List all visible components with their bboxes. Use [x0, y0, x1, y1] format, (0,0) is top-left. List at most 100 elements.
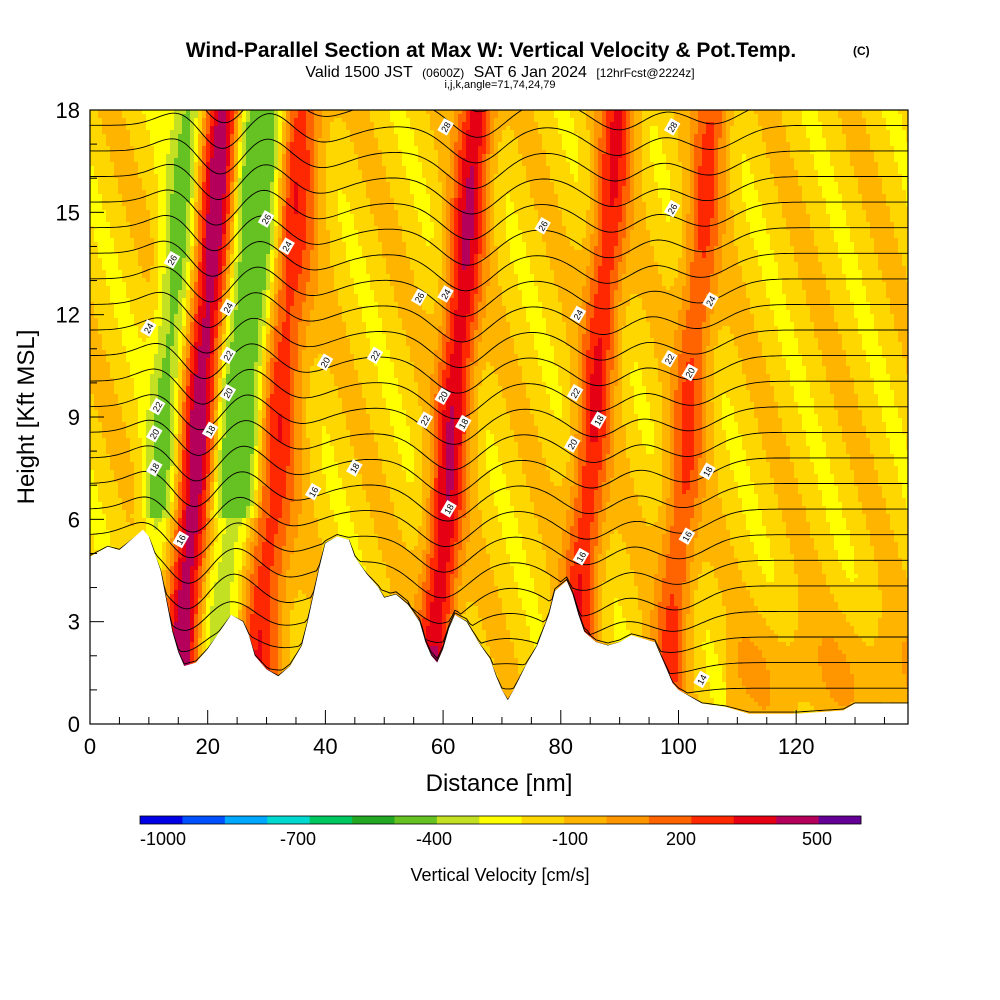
- field-cell: [154, 414, 159, 419]
- field-cell: [210, 582, 215, 587]
- field-cell: [90, 358, 95, 363]
- field-cell: [194, 462, 199, 467]
- field-cell: [98, 110, 103, 115]
- field-cell: [134, 310, 139, 315]
- field-cell: [90, 234, 95, 239]
- field-cell: [110, 242, 115, 247]
- field-cell: [150, 206, 155, 211]
- field-cell: [154, 150, 159, 155]
- field-cell: [170, 386, 175, 391]
- field-cell: [126, 410, 131, 415]
- field-cell: [146, 258, 151, 263]
- field-cell: [138, 446, 143, 451]
- field-cell: [150, 454, 155, 459]
- field-cell: [122, 490, 127, 495]
- field-cell: [162, 118, 167, 123]
- field-cell: [94, 294, 99, 299]
- field-cell: [170, 186, 175, 191]
- field-cell: [122, 530, 127, 535]
- field-cell: [210, 338, 215, 343]
- field-cell: [170, 498, 175, 503]
- field-cell: [134, 358, 139, 363]
- field-cell: [138, 342, 143, 347]
- field-cell: [190, 170, 195, 175]
- field-cell: [174, 410, 179, 415]
- field-cell: [114, 458, 119, 463]
- field-cell: [206, 330, 211, 335]
- field-cell: [202, 186, 207, 191]
- field-cell: [186, 626, 191, 631]
- field-cell: [198, 302, 203, 307]
- field-cell: [178, 610, 183, 615]
- field-cell: [214, 166, 219, 171]
- field-cell: [182, 350, 187, 355]
- field-cell: [190, 166, 195, 171]
- field-cell: [166, 514, 171, 519]
- field-cell: [162, 502, 167, 507]
- field-cell: [186, 182, 191, 187]
- field-cell: [150, 242, 155, 247]
- field-cell: [134, 178, 139, 183]
- field-cell: [130, 138, 135, 143]
- field-cell: [126, 366, 131, 371]
- field-cell: [198, 502, 203, 507]
- field-cell: [190, 410, 195, 415]
- field-cell: [174, 562, 179, 567]
- field-cell: [102, 266, 107, 271]
- field-cell: [118, 110, 123, 115]
- field-cell: [110, 522, 115, 527]
- field-cell: [122, 518, 127, 523]
- field-cell: [202, 154, 207, 159]
- field-cell: [214, 610, 219, 615]
- field-cell: [142, 482, 147, 487]
- field-cell: [102, 530, 107, 535]
- field-cell: [178, 294, 183, 299]
- field-cell: [122, 114, 127, 119]
- field-cell: [90, 418, 95, 423]
- field-cell: [90, 242, 95, 247]
- field-cell: [174, 570, 179, 575]
- field-cell: [154, 282, 159, 287]
- field-cell: [94, 282, 99, 287]
- field-cell: [170, 574, 175, 579]
- field-cell: [166, 554, 171, 559]
- field-cell: [162, 422, 167, 427]
- field-cell: [178, 550, 183, 555]
- field-cell: [98, 246, 103, 251]
- field-cell: [214, 422, 219, 427]
- field-cell: [186, 158, 191, 163]
- field-cell: [106, 202, 111, 207]
- field-cell: [194, 642, 199, 647]
- field-cell: [106, 362, 111, 367]
- field-cell: [106, 286, 111, 291]
- field-cell: [106, 478, 111, 483]
- field-cell: [138, 442, 143, 447]
- field-cell: [90, 474, 95, 479]
- field-cell: [98, 242, 103, 247]
- field-cell: [106, 170, 111, 175]
- field-cell: [142, 270, 147, 275]
- field-cell: [138, 238, 143, 243]
- field-cell: [182, 270, 187, 275]
- field-cell: [166, 110, 171, 115]
- field-cell: [154, 310, 159, 315]
- field-cell: [98, 114, 103, 119]
- valid-time-line: Valid 1500 JST (0600Z) SAT 6 Jan 2024 [1…: [305, 64, 694, 81]
- field-cell: [134, 194, 139, 199]
- field-cell: [170, 346, 175, 351]
- field-cell: [202, 310, 207, 315]
- field-cell: [126, 426, 131, 431]
- field-cell: [102, 222, 107, 227]
- field-cell: [94, 230, 99, 235]
- field-cell: [198, 170, 203, 175]
- field-cell: [102, 146, 107, 151]
- field-cell: [202, 602, 207, 607]
- field-cell: [178, 258, 183, 263]
- field-cell: [202, 514, 207, 519]
- field-cell: [106, 338, 111, 343]
- field-cell: [174, 238, 179, 243]
- field-cell: [174, 514, 179, 519]
- field-cell: [94, 438, 99, 443]
- field-cell: [214, 154, 219, 159]
- field-cell: [162, 146, 167, 151]
